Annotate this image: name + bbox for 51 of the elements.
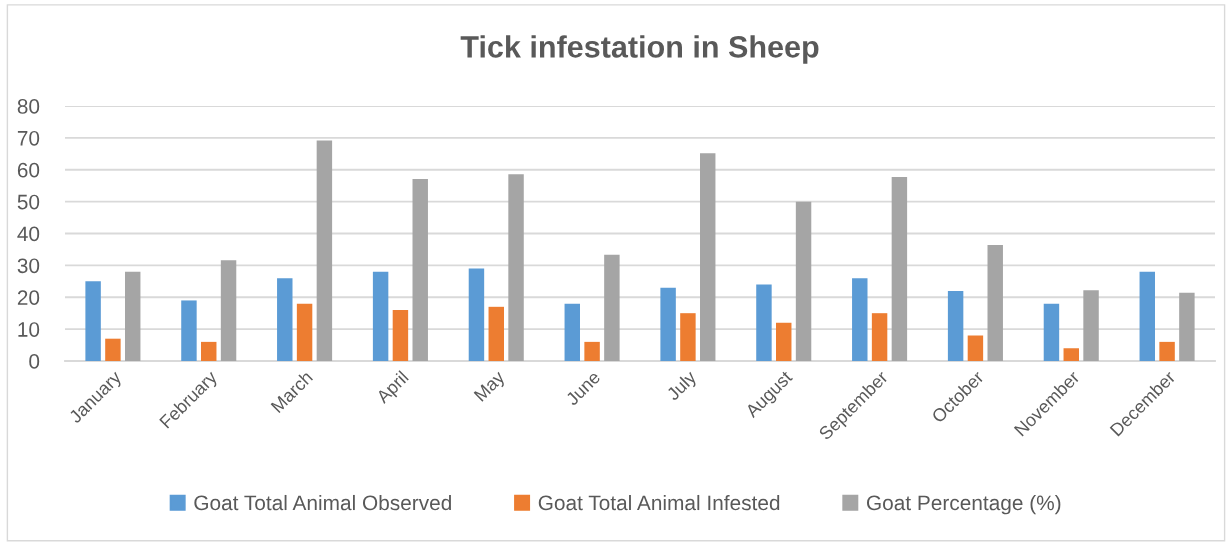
bar	[181, 300, 197, 361]
legend-label: Goat Percentage (%)	[866, 494, 1061, 515]
x-tick-label: May	[473, 369, 509, 405]
bar	[296, 303, 313, 361]
bar	[756, 284, 772, 361]
bar	[125, 271, 141, 361]
y-tick-label: 80	[17, 99, 40, 114]
bar	[1043, 303, 1060, 361]
y-tick-label: 40	[17, 226, 40, 242]
bar	[871, 313, 888, 361]
y-tick-label: 30	[17, 258, 40, 274]
legend-label: Goat Total Animal Infested	[538, 494, 780, 511]
y-tick-label: 60	[17, 162, 40, 178]
bar	[967, 335, 984, 361]
bar	[488, 306, 504, 361]
bar	[316, 140, 333, 361]
bar	[891, 177, 908, 361]
bar	[852, 278, 868, 361]
bar	[105, 338, 121, 361]
bar	[1159, 341, 1175, 361]
chart-title: Tick infestation in Sheep	[460, 35, 819, 64]
bar	[584, 341, 600, 361]
bar	[468, 268, 485, 361]
bar	[987, 244, 1003, 361]
bar	[1063, 348, 1079, 361]
bar	[508, 174, 524, 361]
bar	[1083, 290, 1099, 361]
bar	[201, 341, 217, 361]
bar	[1139, 271, 1155, 361]
bar	[660, 287, 676, 361]
x-tick-label: July	[665, 369, 700, 404]
bar	[85, 281, 101, 361]
bar	[564, 303, 580, 361]
bar	[372, 271, 389, 361]
y-tick-label: 20	[17, 290, 40, 305]
bar	[392, 310, 409, 361]
bar	[1179, 292, 1195, 361]
bar	[604, 254, 620, 361]
bar	[947, 290, 964, 361]
bar	[220, 260, 237, 361]
y-tick-label: 0	[29, 354, 40, 369]
bar	[680, 313, 696, 361]
bar	[776, 322, 792, 361]
bar	[412, 178, 428, 361]
y-tick-label: 10	[18, 322, 40, 337]
legend-label: Goat Total Animal Observed	[194, 494, 451, 511]
y-tick-label: 70	[17, 130, 40, 146]
y-tick-label: 50	[17, 194, 40, 210]
bar	[795, 201, 812, 361]
bar	[700, 153, 716, 361]
bar	[277, 278, 293, 361]
